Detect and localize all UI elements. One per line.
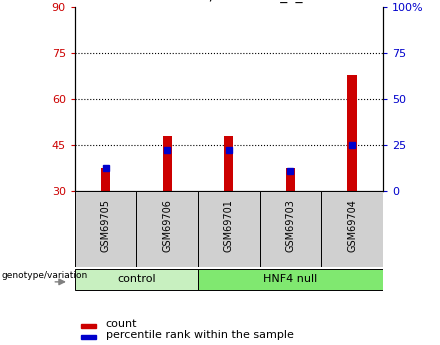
Bar <box>163 136 172 191</box>
Text: genotype/variation: genotype/variation <box>1 271 88 280</box>
Text: GSM69705: GSM69705 <box>101 199 110 252</box>
Text: GSM69703: GSM69703 <box>286 199 295 252</box>
Text: GSM69704: GSM69704 <box>347 199 357 252</box>
Bar <box>136 191 198 267</box>
Bar <box>198 191 260 267</box>
Text: count: count <box>106 319 137 329</box>
Text: GSM69706: GSM69706 <box>162 199 172 252</box>
Bar <box>81 335 96 339</box>
Text: HNF4 null: HNF4 null <box>263 275 318 284</box>
Text: control: control <box>117 275 156 284</box>
Bar <box>198 268 383 290</box>
Bar <box>101 168 110 191</box>
Text: GSM69701: GSM69701 <box>224 199 234 252</box>
Text: percentile rank within the sample: percentile rank within the sample <box>106 330 293 340</box>
Bar <box>260 191 321 267</box>
Bar <box>81 324 96 328</box>
Bar <box>75 191 136 267</box>
Bar <box>286 168 295 191</box>
Bar <box>224 136 234 191</box>
Title: GDS1507 / 1438374_x_at: GDS1507 / 1438374_x_at <box>140 0 317 3</box>
Bar <box>348 75 357 191</box>
Bar <box>321 191 383 267</box>
Bar <box>75 268 198 290</box>
